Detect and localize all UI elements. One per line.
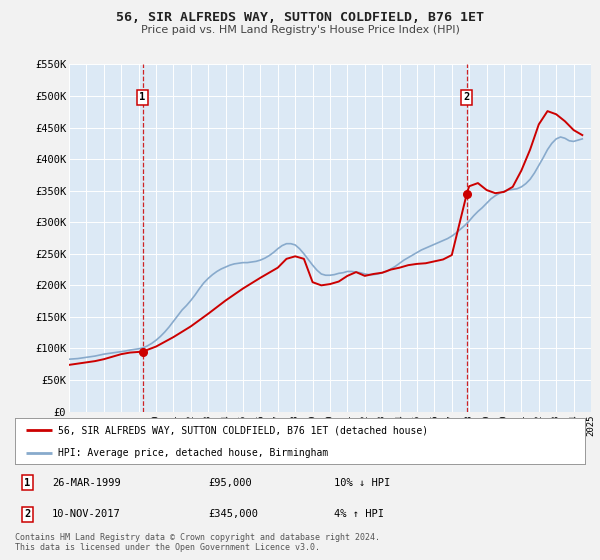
Text: 56, SIR ALFREDS WAY, SUTTON COLDFIELD, B76 1ET (detached house): 56, SIR ALFREDS WAY, SUTTON COLDFIELD, B… xyxy=(58,425,428,435)
Text: 2: 2 xyxy=(25,509,31,519)
Text: 56, SIR ALFREDS WAY, SUTTON COLDFIELD, B76 1ET: 56, SIR ALFREDS WAY, SUTTON COLDFIELD, B… xyxy=(116,11,484,24)
Text: £345,000: £345,000 xyxy=(209,509,259,519)
Text: Price paid vs. HM Land Registry's House Price Index (HPI): Price paid vs. HM Land Registry's House … xyxy=(140,25,460,35)
Text: 4% ↑ HPI: 4% ↑ HPI xyxy=(334,509,384,519)
Text: 10% ↓ HPI: 10% ↓ HPI xyxy=(334,478,391,488)
Text: 10-NOV-2017: 10-NOV-2017 xyxy=(52,509,121,519)
Text: This data is licensed under the Open Government Licence v3.0.: This data is licensed under the Open Gov… xyxy=(15,543,320,552)
Text: Contains HM Land Registry data © Crown copyright and database right 2024.: Contains HM Land Registry data © Crown c… xyxy=(15,533,380,542)
Text: £95,000: £95,000 xyxy=(209,478,253,488)
Text: 1: 1 xyxy=(25,478,31,488)
Text: 2: 2 xyxy=(464,92,470,102)
Text: 1: 1 xyxy=(139,92,146,102)
Text: 26-MAR-1999: 26-MAR-1999 xyxy=(52,478,121,488)
Text: HPI: Average price, detached house, Birmingham: HPI: Average price, detached house, Birm… xyxy=(58,447,328,458)
